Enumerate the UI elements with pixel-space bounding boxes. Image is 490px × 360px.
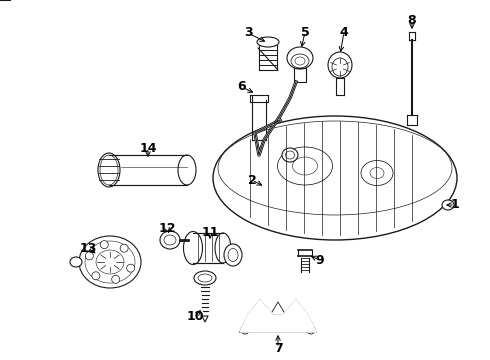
Ellipse shape	[332, 58, 348, 76]
Text: 12: 12	[158, 221, 176, 234]
Polygon shape	[240, 300, 316, 332]
Ellipse shape	[198, 274, 212, 282]
Circle shape	[120, 244, 128, 252]
Ellipse shape	[164, 235, 176, 245]
Text: 2: 2	[247, 174, 256, 186]
Circle shape	[112, 275, 120, 283]
Text: 9: 9	[316, 253, 324, 266]
Circle shape	[127, 264, 135, 272]
Ellipse shape	[98, 153, 120, 187]
Ellipse shape	[85, 241, 135, 283]
Ellipse shape	[183, 231, 202, 265]
Ellipse shape	[277, 147, 333, 185]
Circle shape	[100, 240, 108, 249]
Ellipse shape	[286, 151, 294, 159]
Ellipse shape	[96, 250, 124, 274]
Ellipse shape	[218, 121, 452, 215]
Ellipse shape	[70, 257, 82, 267]
Ellipse shape	[178, 155, 196, 185]
Ellipse shape	[213, 116, 457, 240]
Ellipse shape	[291, 54, 309, 68]
Bar	[193, 233, 223, 263]
Ellipse shape	[370, 167, 384, 179]
Text: 4: 4	[340, 26, 348, 39]
Ellipse shape	[295, 57, 305, 65]
Ellipse shape	[228, 248, 238, 261]
Ellipse shape	[257, 37, 279, 47]
Ellipse shape	[215, 233, 231, 263]
Ellipse shape	[100, 155, 118, 185]
Text: 8: 8	[408, 13, 416, 27]
Text: 7: 7	[273, 342, 282, 355]
Text: 1: 1	[451, 198, 460, 211]
Ellipse shape	[328, 52, 352, 78]
Circle shape	[307, 326, 315, 334]
Text: 3: 3	[244, 27, 252, 40]
Text: 14: 14	[139, 141, 157, 154]
Ellipse shape	[282, 148, 298, 162]
Ellipse shape	[79, 236, 141, 288]
Circle shape	[241, 326, 249, 334]
Circle shape	[85, 252, 93, 260]
Bar	[109, 155, 187, 185]
Ellipse shape	[293, 157, 318, 175]
Ellipse shape	[442, 200, 454, 210]
Ellipse shape	[224, 244, 242, 266]
Text: 10: 10	[186, 310, 204, 323]
Ellipse shape	[194, 271, 216, 285]
Text: 13: 13	[79, 242, 97, 255]
Text: 6: 6	[238, 81, 246, 94]
Text: 11: 11	[201, 225, 219, 238]
Circle shape	[92, 272, 100, 280]
Ellipse shape	[361, 161, 393, 185]
Ellipse shape	[287, 47, 313, 69]
Ellipse shape	[160, 231, 180, 249]
Text: 5: 5	[301, 26, 309, 39]
